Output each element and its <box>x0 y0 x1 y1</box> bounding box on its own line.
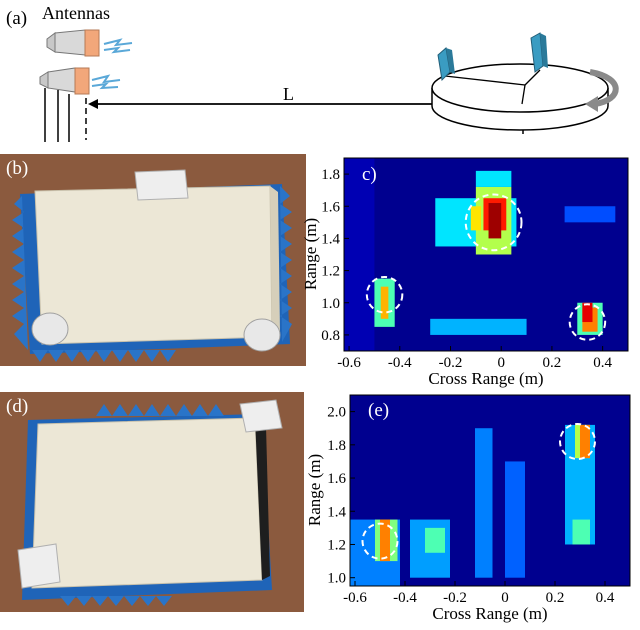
y-tick-label: 1.0 <box>327 571 346 587</box>
target-marker-circle <box>365 275 404 314</box>
y-axis-e: 1.0 1.2 1.4 1.6 1.8 2.0 <box>327 405 355 587</box>
target-marker-circle <box>464 193 523 252</box>
heatmap-cell <box>470 206 481 231</box>
turntable <box>431 32 619 131</box>
y-tick-label: 1.8 <box>327 438 346 454</box>
x-tick-label: 0 <box>501 590 509 606</box>
y-tick-label: 1.0 <box>321 296 340 312</box>
y-tick-label: 1.8 <box>321 167 340 183</box>
distance-label: L <box>283 84 294 104</box>
photo-d: (d) <box>0 392 304 612</box>
x-tick-label: -0.4 <box>388 355 412 371</box>
y-tick-label: 0.8 <box>321 328 340 344</box>
panel-label-a: (a) <box>6 8 28 29</box>
heatmap-cell <box>425 527 445 553</box>
x-axis-label-c: Cross Range (m) <box>428 369 543 388</box>
heatmap-cell <box>505 461 525 578</box>
x-tick-label: -0.2 <box>443 590 467 606</box>
x-tick-label: 0 <box>497 355 505 371</box>
heatmap-cell <box>380 286 389 319</box>
heatmap-cell <box>380 519 390 562</box>
y-axis-label-e: Range (m) <box>305 454 324 526</box>
y-tick-label: 2.0 <box>327 405 346 421</box>
panel-label-c: c) <box>362 164 377 185</box>
target-markers-c <box>365 193 607 341</box>
y-axis-c: 0.8 1.0 1.2 1.4 1.6 1.8 <box>321 167 349 344</box>
x-axis-label-e: Cross Range (m) <box>432 604 547 623</box>
chart-e-svg: -0.6 -0.4 -0.2 0 0.2 0.4 1.0 1.2 1.4 1.6 1.8 2.0 (… <box>305 394 631 623</box>
x-tick-label: -0.6 <box>343 590 367 606</box>
heatmap-cell <box>430 318 527 335</box>
y-tick-label: 1.2 <box>327 537 346 553</box>
heatmap-e-cells <box>350 395 630 586</box>
x-tick-label: -0.2 <box>439 355 463 371</box>
chart-c-svg: -0.6 -0.4 -0.2 0 0.2 0.4 0.8 1.0 1.2 1.4 1.6 1.8 c… <box>301 157 629 388</box>
chart-c: -0.6 -0.4 -0.2 0 0.2 0.4 0.8 1.0 1.2 1.4 1.6 1.8 c… <box>300 150 640 390</box>
heatmap-cell <box>580 424 590 459</box>
horn-antenna-top <box>46 29 133 57</box>
x-axis-e: -0.6 -0.4 -0.2 0 0.2 0.4 <box>343 581 615 606</box>
chart-e: -0.6 -0.4 -0.2 0 0.2 0.4 1.0 1.2 1.4 1.6 1.8 2.0 (… <box>300 390 640 625</box>
photo-b: (b) <box>0 154 306 366</box>
panel-label-b: (b) <box>6 158 29 179</box>
y-tick-label: 1.6 <box>321 199 340 215</box>
y-tick-label: 1.4 <box>327 504 346 520</box>
heatmap-cell <box>564 206 616 223</box>
x-tick-label: 0.4 <box>593 355 612 371</box>
x-tick-label: 0.2 <box>546 590 565 606</box>
y-tick-label: 1.4 <box>321 231 340 247</box>
heatmap-cell <box>475 428 493 578</box>
x-tick-label: 0.4 <box>596 590 615 606</box>
y-axis-label-c: Range (m) <box>301 218 320 290</box>
heatmap-cell <box>582 302 593 323</box>
y-tick-label: 1.6 <box>327 471 346 487</box>
heatmap-cell <box>475 170 512 187</box>
antennas-label: Antennas <box>42 3 110 23</box>
x-tick-label: -0.4 <box>393 590 417 606</box>
panel-a-schematic: (a) Antennas L <box>0 0 640 150</box>
heatmap-cell <box>488 203 502 239</box>
x-tick-label: -0.6 <box>337 355 361 371</box>
target-marker-circle <box>568 303 607 341</box>
y-tick-label: 1.2 <box>321 264 340 280</box>
horn-antenna-bottom <box>39 67 121 95</box>
heatmap-c-cells <box>344 158 628 351</box>
panel-label-d: (d) <box>6 396 29 417</box>
panel-label-e: (e) <box>368 400 389 421</box>
x-axis-c: -0.6 -0.4 -0.2 0 0.2 0.4 <box>337 346 613 371</box>
schematic-drawing <box>39 29 619 142</box>
heatmap-cell <box>572 519 590 545</box>
x-tick-label: 0.2 <box>543 355 562 371</box>
heatmap-cell <box>344 158 375 351</box>
